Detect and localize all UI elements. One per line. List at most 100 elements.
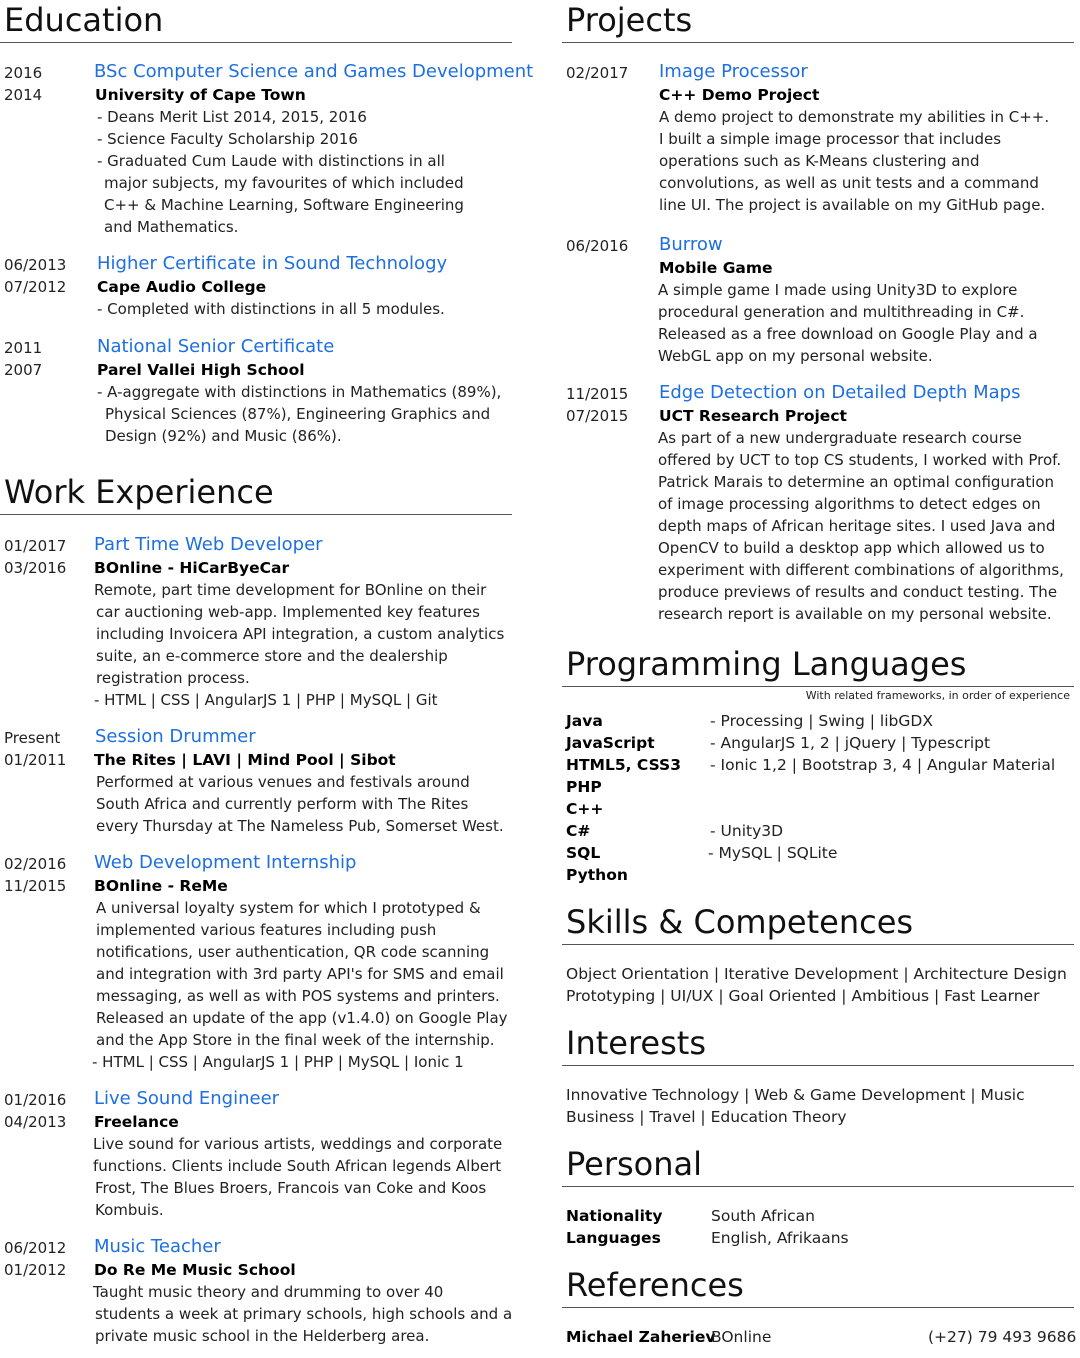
description-line: Live sound for various artists, weddings…	[93, 1135, 503, 1153]
language-row: Java - Processing | Swing | libGDX	[566, 710, 1074, 732]
references-heading: References	[566, 1266, 744, 1304]
description-line: A demo project to demonstrate my abiliti…	[659, 108, 1050, 126]
entry-date-start: 07/2015	[566, 407, 629, 425]
description-line: Performed at various venues and festival…	[96, 773, 470, 791]
entry-description: Taught music theory and drumming to over…	[93, 1281, 512, 1347]
skills-line: Prototyping | UI/UX | Goal Oriented | Am…	[566, 987, 1040, 1005]
entry-title: Edge Detection on Detailed Depth Maps	[659, 382, 1021, 403]
interests-heading: Interests	[566, 1024, 706, 1062]
entry-org: University of Cape Town	[95, 86, 306, 104]
nationality-value: South African	[711, 1207, 816, 1225]
description-line: I built a simple image processor that in…	[659, 130, 1002, 148]
description-line: and integration with 3rd party API's for…	[96, 965, 504, 983]
entry-org: BOnline - ReMe	[94, 877, 228, 895]
entry-org: Freelance	[94, 1113, 179, 1131]
description-line: Remote, part time development for BOnlin…	[94, 581, 487, 599]
language-name: HTML5, CSS3	[566, 756, 681, 774]
entry-description: A universal loyalty system for which I p…	[92, 897, 508, 1073]
programming-languages-heading: Programming Languages	[566, 645, 967, 683]
language-frameworks: - Ionic 1,2 | Bootstrap 3, 4 | Angular M…	[710, 756, 1056, 774]
entry-title: Image Processor	[659, 61, 808, 82]
entry-title: Higher Certificate in Sound Technology	[97, 253, 448, 274]
nationality-label: Nationality	[566, 1207, 663, 1225]
entry-org: Cape Audio College	[97, 278, 267, 296]
language-name: SQL	[566, 844, 601, 862]
languages-note: With related frameworks, in order of exp…	[805, 689, 1070, 702]
entry-org: UCT Research Project	[659, 407, 847, 425]
description-line: Released as a free download on Google Pl…	[658, 325, 1038, 343]
entry-description: - Deans Merit List 2014, 2015, 2016 - Sc…	[97, 106, 464, 238]
language-frameworks: - AngularJS 1, 2 | jQuery | Typescript	[710, 734, 991, 752]
work-experience-divider	[0, 514, 512, 515]
interests-line: Innovative Technology | Web & Game Devel…	[566, 1086, 1025, 1104]
entry-date-end: 02/2016	[4, 855, 67, 873]
entry-date-end: 06/2013	[4, 256, 67, 274]
language-name: C++	[566, 800, 604, 818]
description-line: of image processing algorithms to detect…	[658, 495, 1041, 513]
skills-text: Object Orientation | Iterative Developme…	[566, 963, 1071, 1007]
description-line: produce previews of results and conduct …	[658, 583, 1058, 601]
description-line: Kombuis.	[95, 1201, 164, 1219]
entry-org: Do Re Me Music School	[94, 1261, 296, 1279]
entry-date-end: 01/2016	[4, 1091, 67, 1109]
entry-description: Performed at various venues and festival…	[94, 771, 504, 837]
entry-title: Session Drummer	[95, 726, 256, 747]
skills-divider	[562, 944, 1074, 945]
description-line: C++ & Machine Learning, Software Enginee…	[104, 196, 464, 214]
description-line: every Thursday at The Nameless Pub, Some…	[96, 817, 504, 835]
entry-description: Remote, part time development for BOnlin…	[94, 579, 504, 711]
entry-date-start: 2007	[4, 361, 43, 379]
language-frameworks: - Processing | Swing | libGDX	[710, 712, 933, 730]
description-line: WebGL app on my personal website.	[658, 347, 933, 365]
description-line: offered by UCT to top CS students, I wor…	[658, 451, 1062, 469]
references-divider	[562, 1307, 1074, 1308]
entry-date-end: 11/2015	[566, 385, 629, 403]
personal-heading: Personal	[566, 1145, 703, 1183]
languages-label: Languages	[566, 1229, 661, 1247]
description-line: Design (92%) and Music (86%).	[105, 427, 342, 445]
description-line: Frost, The Blues Broers, Francois van Co…	[95, 1179, 487, 1197]
work-experience-heading: Work Experience	[4, 473, 274, 511]
reference-phone: (+27) 79 493 9686	[928, 1328, 1077, 1346]
description-line: A simple game I made using Unity3D to ex…	[658, 281, 1018, 299]
description-line: suite, an e-commerce store and the deale…	[96, 647, 448, 665]
entry-date-start: 07/2012	[4, 278, 67, 296]
description-line: depth maps of African heritage sites. I …	[658, 517, 1056, 535]
entry-date-start: 2014	[4, 86, 43, 104]
description-line: experiment with different combinations o…	[658, 561, 1064, 579]
description-line: convolutions, as well as unit tests and …	[659, 174, 1039, 192]
entry-date-start: 11/2015	[4, 877, 67, 895]
entry-description: A simple game I made using Unity3D to ex…	[658, 279, 1038, 367]
interests-divider	[562, 1065, 1074, 1066]
reference-name: Michael Zaheriev	[566, 1328, 716, 1346]
entry-date-end: 2016	[4, 64, 43, 82]
entry-date: 06/2016	[566, 237, 629, 255]
description-line: - Deans Merit List 2014, 2015, 2016	[97, 108, 367, 126]
programming-languages-divider	[562, 686, 1074, 687]
description-line: including Invoicera API integration, a c…	[96, 625, 505, 643]
entry-title: Live Sound Engineer	[94, 1088, 280, 1109]
skills-heading: Skills & Competences	[566, 903, 914, 941]
education-heading: Education	[4, 1, 164, 39]
entry-date-end: 2011	[4, 339, 43, 357]
description-line: major subjects, my favourites of which i…	[104, 174, 464, 192]
entry-date-start: 01/2012	[4, 1261, 67, 1279]
description-line: procedural generation and multithreading…	[658, 303, 1025, 321]
entry-date-start: 01/2011	[4, 751, 67, 769]
language-row: C++	[566, 798, 1074, 820]
language-row: JavaScript - AngularJS 1, 2 | jQuery | T…	[566, 732, 1074, 754]
description-line: registration process.	[96, 669, 250, 687]
language-name: PHP	[566, 778, 602, 796]
entry-org: The Rites | LAVI | Mind Pool | Sibot	[94, 751, 396, 769]
entry-title: Web Development Internship	[94, 852, 357, 873]
description-line: Released an update of the app (v1.4.0) o…	[96, 1009, 508, 1027]
entry-title: National Senior Certificate	[97, 336, 335, 357]
language-name: C#	[566, 822, 591, 840]
language-name: Java	[566, 712, 603, 730]
description-line: - HTML | CSS | AngularJS 1 | PHP | MySQL…	[92, 1053, 464, 1071]
language-row: HTML5, CSS3 - Ionic 1,2 | Bootstrap 3, 4…	[566, 754, 1074, 776]
entry-date-start: 03/2016	[4, 559, 67, 577]
language-frameworks: - Unity3D	[710, 822, 784, 840]
entry-title: Music Teacher	[94, 1236, 221, 1257]
